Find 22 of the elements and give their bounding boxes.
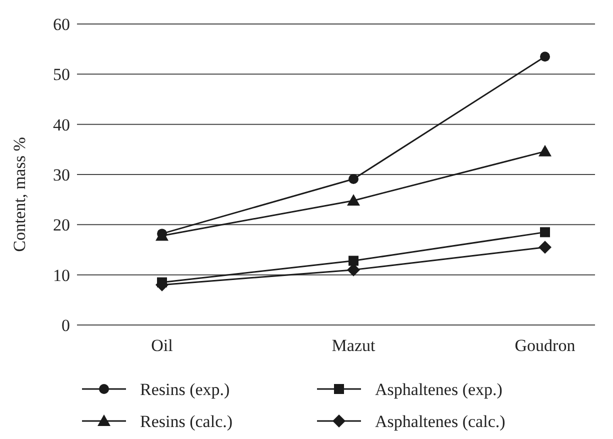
- point: [538, 240, 552, 254]
- x-tick-label: Goudron: [514, 336, 576, 355]
- x-tick-label: Mazut: [332, 336, 376, 355]
- y-tick-label: 60: [53, 14, 70, 34]
- point: [348, 174, 358, 184]
- x-tick-label: Oil: [151, 336, 174, 355]
- y-tick-label: 0: [62, 316, 70, 335]
- point: [348, 256, 358, 266]
- point: [347, 194, 360, 206]
- legend-label: Asphaltenes (exp.): [375, 380, 502, 399]
- legend-label: Resins (calc.): [140, 412, 233, 431]
- y-tick-label: 30: [53, 165, 70, 184]
- y-tick-label: 10: [53, 266, 70, 285]
- point: [540, 52, 550, 62]
- y-axis-title: Content, mass %: [10, 137, 29, 252]
- y-tick-label: 20: [53, 216, 70, 235]
- point: [538, 144, 552, 156]
- y-tick-label: 40: [53, 115, 70, 134]
- y-tick-label: 50: [53, 65, 70, 84]
- legend-label: Asphaltenes (calc.): [375, 412, 506, 431]
- point: [540, 227, 550, 238]
- legend-label: Resins (exp.): [140, 380, 230, 399]
